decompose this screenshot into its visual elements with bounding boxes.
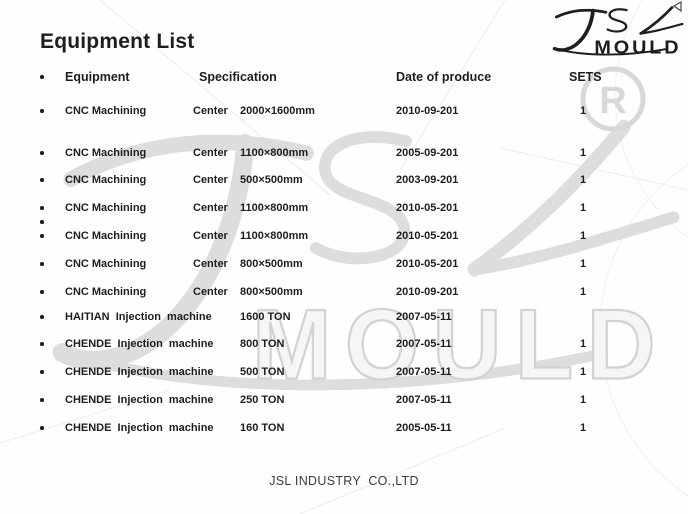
bullet-icon bbox=[40, 370, 44, 374]
equipment-cell: CNC Machining bbox=[65, 147, 147, 159]
bullet-icon bbox=[40, 206, 44, 210]
equipment-cell: CNC Machining bbox=[65, 174, 147, 186]
equipment-cell: CNC Machining bbox=[65, 230, 147, 242]
header-specification: Specification bbox=[199, 70, 277, 84]
corner-flag-icon bbox=[672, 1, 682, 13]
bullet-icon bbox=[40, 109, 44, 113]
sets-cell: 1 bbox=[580, 286, 587, 298]
spec-value-cell: 500 TON bbox=[240, 366, 285, 378]
sets-cell: 1 bbox=[580, 338, 587, 350]
sets-cell: 1 bbox=[580, 230, 587, 242]
date-cell: 2010-05-201 bbox=[396, 230, 459, 242]
brand-wordmark: MOULD bbox=[594, 38, 681, 56]
date-cell: 2007-05-11 bbox=[396, 338, 452, 350]
bullet-icon bbox=[40, 398, 44, 402]
header-sets: SETS bbox=[569, 70, 602, 84]
equipment-cell: CNC Machining bbox=[65, 202, 147, 214]
spec-label-cell: Center bbox=[193, 105, 228, 117]
table-row: CHENDE Injection machine 250 TON 2007-05-1… bbox=[0, 393, 688, 407]
stray-bullet-icon bbox=[40, 220, 44, 224]
spec-label-cell: Center bbox=[193, 147, 228, 159]
spec-label-cell: Center bbox=[193, 230, 228, 242]
date-cell: 2007-05-11 bbox=[396, 311, 452, 323]
spec-value-cell: 1100×800mm bbox=[240, 230, 309, 242]
table-row: CHENDE Injection machine 500 TON 2007-05-1… bbox=[0, 365, 688, 379]
bullet-icon bbox=[40, 151, 44, 155]
equipment-cell: CHENDE Injection machine bbox=[65, 338, 214, 350]
bullet-icon bbox=[40, 342, 44, 346]
bullet-icon bbox=[40, 234, 44, 238]
bullet-icon bbox=[40, 290, 44, 294]
spec-value-cell: 1600 TON bbox=[240, 311, 291, 323]
sets-cell: 1 bbox=[580, 422, 587, 434]
spec-value-cell: 1100×800mm bbox=[240, 147, 309, 159]
bullet-icon bbox=[40, 426, 44, 430]
brand-logo: MOULD bbox=[552, 6, 684, 56]
sets-cell: 1 bbox=[580, 366, 587, 378]
date-cell: 2010-05-201 bbox=[396, 258, 459, 270]
spec-value-cell: 800×500mm bbox=[240, 286, 303, 298]
sets-cell: 1 bbox=[580, 394, 587, 406]
sets-cell: 1 bbox=[580, 147, 587, 159]
equipment-cell: CHENDE Injection machine bbox=[65, 422, 214, 434]
equipment-cell: HAITIAN Injection machine bbox=[65, 311, 212, 323]
spec-label-cell: Center bbox=[193, 174, 228, 186]
date-cell: 2007-05-11 bbox=[396, 366, 452, 378]
header-date-of-produce: Date of produce bbox=[396, 70, 492, 84]
table-row: CNC Machining Center 500×500mm 2003-09-201 1 bbox=[0, 173, 688, 187]
table-row: CNC Machining Center 2000×1600mm 2010-09-20… bbox=[0, 104, 688, 118]
spec-label-cell: Center bbox=[193, 202, 228, 214]
sets-cell: 1 bbox=[580, 202, 587, 214]
equipment-cell: CNC Machining bbox=[65, 286, 147, 298]
spec-value-cell: 500×500mm bbox=[240, 174, 303, 186]
equipment-cell: CNC Machining bbox=[65, 258, 147, 270]
bullet-icon bbox=[40, 315, 44, 319]
date-cell: 2003-09-201 bbox=[396, 174, 459, 186]
spec-value-cell: 2000×1600mm bbox=[240, 105, 315, 117]
table-row: CNC Machining Center 1100×800mm 2010-05-201… bbox=[0, 229, 688, 243]
table-row: CNC Machining Center 800×500mm 2010-09-201 1 bbox=[0, 285, 688, 299]
spec-value-cell: 800×500mm bbox=[240, 258, 303, 270]
table-row: HAITIAN Injection machine 1600 TON 2007-05… bbox=[0, 310, 688, 324]
equipment-cell: CNC Machining bbox=[65, 105, 147, 117]
sets-cell: 1 bbox=[580, 174, 587, 186]
spec-value-cell: 800 TON bbox=[240, 338, 285, 350]
spec-value-cell: 1100×800mm bbox=[240, 202, 309, 214]
spec-label-cell: Center bbox=[193, 286, 228, 298]
sets-cell: 1 bbox=[580, 258, 587, 270]
sets-cell: 1 bbox=[580, 105, 587, 117]
spec-value-cell: 250 TON bbox=[240, 394, 285, 406]
table-row: CNC Machining Center 1100×800mm 2010-05-201… bbox=[0, 201, 688, 215]
table-row: CHENDE Injection machine 160 TON 2005-05-1… bbox=[0, 421, 688, 435]
date-cell: 2010-09-201 bbox=[396, 105, 459, 117]
table-header: Equipment Specification Date of produce … bbox=[0, 70, 688, 84]
equipment-cell: CHENDE Injection machine bbox=[65, 366, 214, 378]
equipment-cell: CHENDE Injection machine bbox=[65, 394, 214, 406]
page-title: Equipment List bbox=[40, 30, 195, 53]
table-row: CHENDE Injection machine 800 TON 2007-05-1… bbox=[0, 337, 688, 351]
date-cell: 2007-05-11 bbox=[396, 394, 452, 406]
date-cell: 2010-09-201 bbox=[396, 286, 459, 298]
date-cell: 2005-09-201 bbox=[396, 147, 459, 159]
table-row: CNC Machining Center 1100×800mm 2005-09-201… bbox=[0, 146, 688, 160]
footer-company: JSL INDUSTRY CO.,LTD bbox=[269, 474, 419, 488]
spec-label-cell: Center bbox=[193, 258, 228, 270]
bullet-icon bbox=[40, 262, 44, 266]
bullet-icon bbox=[40, 75, 44, 79]
bullet-icon bbox=[40, 178, 44, 182]
date-cell: 2005-05-11 bbox=[396, 422, 452, 434]
spec-value-cell: 160 TON bbox=[240, 422, 285, 434]
date-cell: 2010-05-201 bbox=[396, 202, 459, 214]
table-row: CNC Machining Center 800×500mm 2010-05-201 1 bbox=[0, 257, 688, 271]
header-equipment: Equipment bbox=[65, 70, 130, 84]
